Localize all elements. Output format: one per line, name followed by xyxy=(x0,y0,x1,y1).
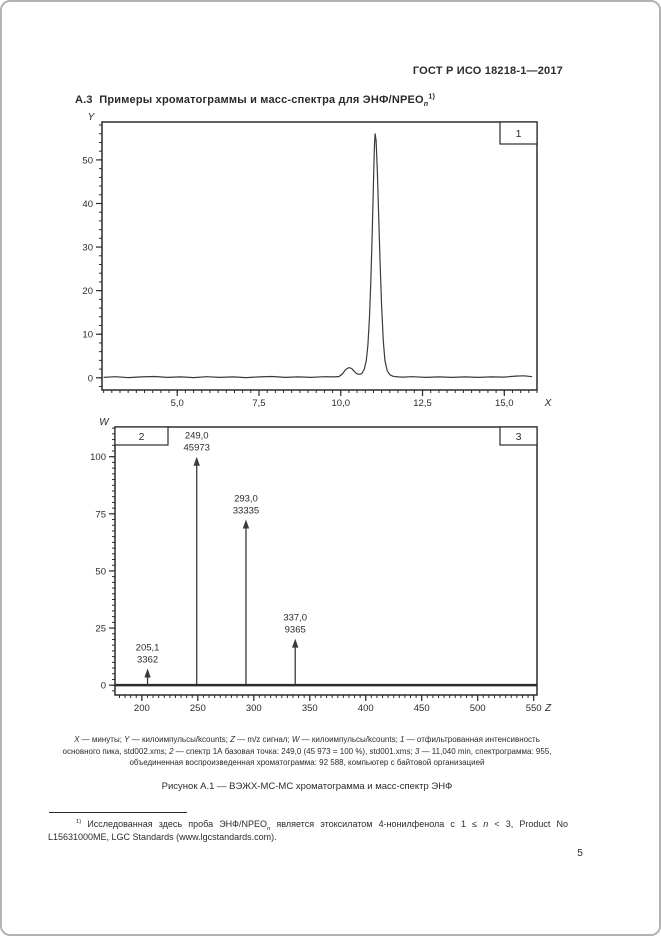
panel-label: 3 xyxy=(516,431,522,443)
mass-spectrum-chart: 0 25 50 75 100 200 250 300 350 400 450 500 550 W Z 205,… xyxy=(90,417,552,714)
x-axis-tick-label: 12,5 xyxy=(413,398,432,409)
y-axis-label: W xyxy=(99,417,110,428)
axis-frame xyxy=(101,121,538,391)
peak-arrowhead xyxy=(242,519,250,529)
y-axis-tick-label: 30 xyxy=(82,243,93,254)
y-axis-tick-label: 10 xyxy=(82,330,93,341)
figure-key-line: основного пика, std002.xms; 2 — спектр 1… xyxy=(47,746,567,758)
y-axis-tick-label: 50 xyxy=(95,566,106,577)
x-axis-tick-label: 5,0 xyxy=(171,398,184,409)
text-segment: — спектр 1А базовая точка: 249,0 (45 973… xyxy=(173,746,415,756)
x-axis-tick-label: 300 xyxy=(246,703,262,714)
text-segment: < 3, Product No L15631000ME, LGC Standar… xyxy=(48,819,568,842)
peak-counts-label: 33335 xyxy=(233,506,259,517)
chromatogram-chart: 0 10 20 30 40 50 5,0 7,5 10,0 12,5 15,0 Y X 1 xyxy=(82,112,552,409)
text-segment: n xyxy=(483,819,489,829)
x-axis-label: Z xyxy=(544,703,552,714)
document-header: ГОСТ Р ИСО 18218-1—2017 xyxy=(412,65,563,77)
text-segment: Z xyxy=(230,735,235,744)
text-segment: 1 xyxy=(400,735,405,744)
text-segment: 1) xyxy=(76,819,82,825)
text-segment: W xyxy=(291,735,300,744)
text-segment: n xyxy=(423,100,429,109)
panel-label-box xyxy=(114,426,169,446)
footnote: 1) Исследованная здесь проба ЭНФ/NPEOn я… xyxy=(48,818,568,843)
text-segment: Исследованная здесь проба ЭНФ/NPEO xyxy=(81,819,268,829)
y-axis-label: Y xyxy=(88,112,96,123)
figure-key: X — минуты; Y — килоимпульсы/kcounts; Z … xyxy=(47,734,567,769)
peak-mz-label: 249,0 xyxy=(185,431,209,442)
text-segment: объединенная воспроизведенная хроматогра… xyxy=(129,758,485,767)
y-axis-tick-label: 25 xyxy=(95,624,106,635)
y-axis-tick-label: 75 xyxy=(95,509,106,520)
footnote-separator xyxy=(49,812,187,813)
y-axis-tick-label: 100 xyxy=(90,452,106,463)
text-segment: n xyxy=(267,825,271,832)
text-segment: 3 xyxy=(414,746,420,756)
peak-arrowhead xyxy=(193,456,200,466)
panel-label-box xyxy=(499,121,538,145)
axis-frame xyxy=(114,426,538,696)
panel-label: 1 xyxy=(516,128,522,140)
x-axis-tick-label: 7,5 xyxy=(252,398,265,409)
peak-mz-label: 205,1 xyxy=(136,642,160,653)
x-axis-tick-label: 10,0 xyxy=(332,398,351,409)
text-segment: — минуты; xyxy=(79,735,125,744)
x-axis-tick-label: 15,0 xyxy=(495,398,513,409)
peak-mz-label: 337,0 xyxy=(283,613,307,624)
page-number: 5 xyxy=(577,848,583,859)
figure-key-line: X — минуты; Y — килоимпульсы/kcounts; Z … xyxy=(47,734,567,746)
text-segment: — килоимпульсы/kcounts; xyxy=(129,735,231,744)
section-title: А.3 Примеры хроматограммы и масс-спектра… xyxy=(75,92,436,109)
x-axis-tick-label: 350 xyxy=(302,703,318,714)
text-segment: X xyxy=(74,735,80,744)
text-segment: 2 xyxy=(169,746,174,756)
panel-label: 2 xyxy=(139,431,145,443)
peak-mz-label: 293,0 xyxy=(234,494,258,505)
y-axis-tick-label: 40 xyxy=(82,199,93,210)
x-axis-tick-label: 500 xyxy=(470,703,486,714)
text-segment: — отфильтрованная интенсивность xyxy=(404,735,540,744)
text-segment: — m/z сигнал; xyxy=(234,735,292,744)
peak-counts-label: 9365 xyxy=(285,625,306,636)
x-axis-tick-label: 250 xyxy=(190,703,206,714)
text-segment: — 11,040 min, спектрограмма: 955, xyxy=(419,746,552,756)
y-axis-tick-label: 20 xyxy=(82,286,93,297)
y-axis-tick-label: 50 xyxy=(82,155,93,166)
text-segment: Y xyxy=(124,735,130,744)
text-segment: основного пика, std002.xms; xyxy=(62,746,170,756)
x-axis-tick-label: 200 xyxy=(134,703,150,714)
figure-key-line: объединенная воспроизведенная хроматогра… xyxy=(47,757,567,769)
text-segment: 1) xyxy=(428,92,436,101)
chromatogram-trace xyxy=(103,133,533,379)
peak-counts-label: 45973 xyxy=(184,443,210,454)
x-axis-tick-label: 550 xyxy=(526,703,542,714)
y-axis-tick-label: 0 xyxy=(88,373,93,384)
peak-counts-label: 3362 xyxy=(137,654,158,665)
peak-arrowhead xyxy=(292,638,299,648)
x-axis-tick-label: 400 xyxy=(358,703,374,714)
text-segment: является этоксилатом 4-нонилфенола с 1 ≤ xyxy=(270,819,484,829)
peak-arrowhead xyxy=(144,668,151,678)
figure-caption: Рисунок А.1 — ВЭЖХ-МС-МС хроматограмма и… xyxy=(161,781,453,792)
y-axis-tick-label: 0 xyxy=(101,681,106,692)
x-axis-label: X xyxy=(544,398,552,409)
text-segment: — килоимпульсы/kcounts; xyxy=(299,735,401,744)
x-axis-tick-label: 450 xyxy=(414,703,430,714)
text-segment: А.3 Примеры хроматограммы и масс-спектра… xyxy=(75,94,424,106)
panel-label-box xyxy=(499,426,538,446)
